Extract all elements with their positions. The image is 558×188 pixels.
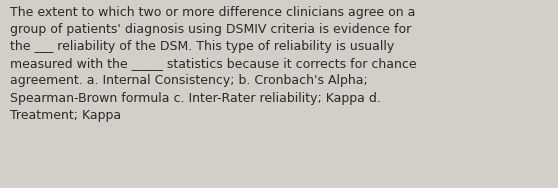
Text: The extent to which two or more difference clinicians agree on a
group of patien: The extent to which two or more differen… <box>10 6 417 122</box>
